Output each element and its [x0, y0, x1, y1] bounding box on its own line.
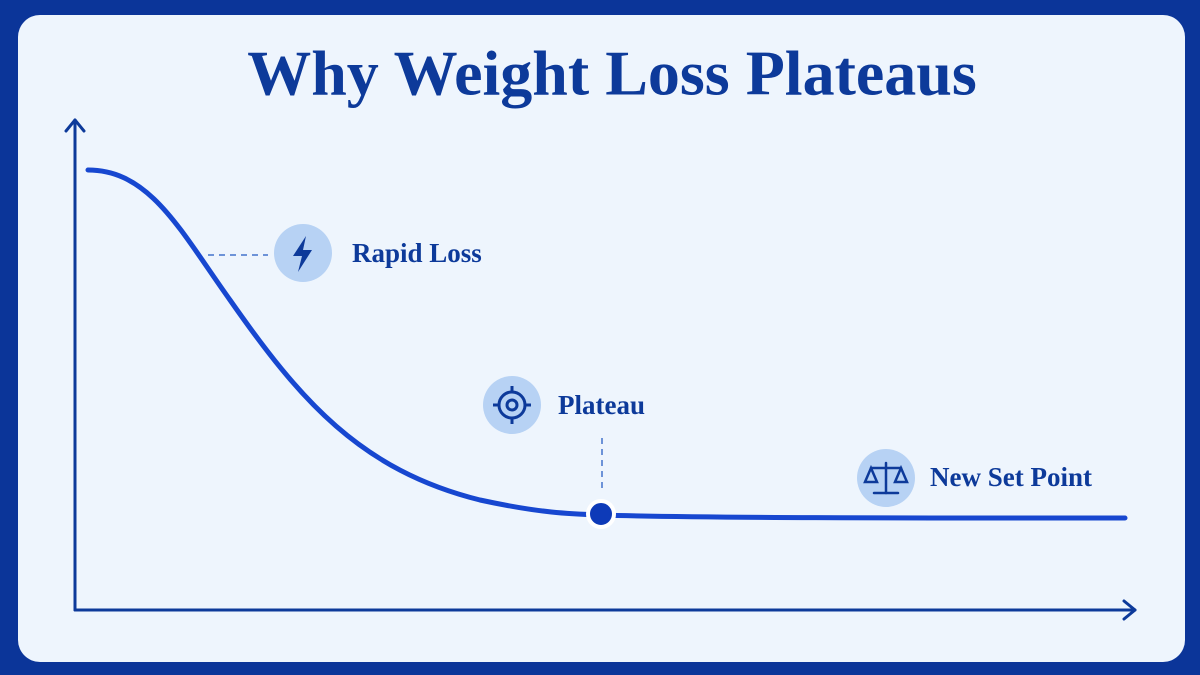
- label: New Set Point: [930, 462, 1092, 492]
- label: Rapid Loss: [352, 238, 482, 268]
- axes: [64, 118, 1137, 621]
- weight-curve: [85, 167, 1128, 521]
- title: Why Weight Loss Plateaus: [247, 38, 977, 109]
- target-icon: [493, 386, 531, 424]
- icon-circle: [483, 376, 541, 434]
- x-arrow: [1122, 599, 1137, 621]
- y-arrow: [64, 118, 86, 133]
- lightning-icon: [293, 236, 312, 272]
- label: Plateau: [558, 390, 645, 420]
- scale-icon: [863, 461, 909, 495]
- panel: [18, 15, 1185, 662]
- plateau-point: [586, 499, 616, 529]
